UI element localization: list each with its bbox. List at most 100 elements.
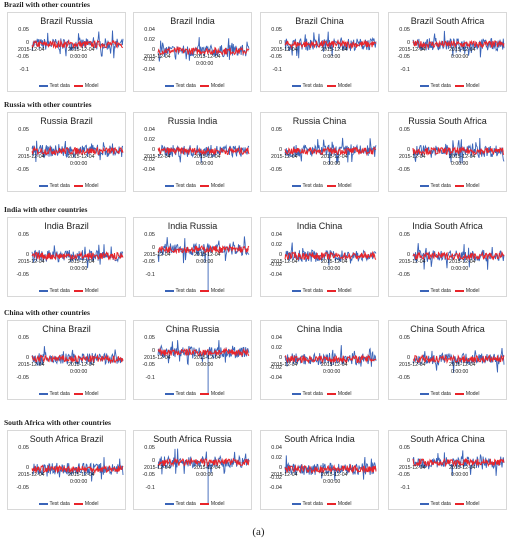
x-tick-label: 0:00:00 — [70, 54, 88, 61]
plot-area — [412, 450, 505, 476]
y-tick-label: 0.05 — [144, 232, 155, 238]
chart-panel: Russia South Africa 0.05 0 -0.05 2015-12-04 2… — [388, 112, 507, 192]
legend-label-test: Test data — [302, 183, 323, 189]
plot-area — [31, 140, 124, 163]
series-test-data — [284, 31, 377, 59]
plot-area — [31, 244, 124, 269]
series-test-data — [31, 30, 124, 59]
series-model — [412, 250, 505, 261]
y-tick-label: 0 — [406, 355, 410, 361]
x-tick-label: 0:00:00 — [70, 266, 88, 272]
chart-title: China South Africa — [410, 324, 485, 334]
x-tick-label: 2015-12-04 — [68, 472, 95, 478]
y-tick-label: -0.05 — [397, 53, 410, 60]
series-model — [157, 146, 250, 156]
legend-label-model: Model — [465, 391, 480, 397]
x-tick-label: 0:00:00 — [451, 161, 469, 167]
y-tick-label: -0.05 — [16, 375, 29, 381]
legend-swatch-model — [199, 392, 209, 395]
x-tick-label: 0:00:00 — [196, 362, 214, 369]
series-test-data — [412, 137, 505, 164]
legend-swatch-model — [73, 289, 83, 292]
legend: Test data Model — [134, 183, 251, 189]
series-model — [31, 39, 124, 50]
plot-area — [284, 455, 377, 481]
x-tick-label: 2015-12-04 — [271, 259, 298, 265]
legend-swatch-test — [291, 84, 301, 87]
y-tick-label: -0.05 — [16, 272, 29, 278]
series-model — [157, 244, 250, 255]
x-tick-label: 2015-12-04 — [449, 154, 476, 160]
chart-title: Russia Brazil — [40, 116, 93, 126]
chart-panel: South Africa Russia 0.05 0 -0.05 -0.1 2015-12… — [133, 430, 252, 510]
legend: Test data Model — [8, 183, 125, 189]
y-tick-label: 0.02 — [271, 242, 282, 248]
legend: Test data Model — [389, 288, 506, 294]
section-title: India with other countries — [4, 205, 88, 214]
legend-swatch-test — [291, 184, 301, 187]
chart-title: Russia India — [167, 116, 218, 126]
chart-panel: India South Africa 0.05 0 -0.05 2015-12-04 20… — [388, 217, 507, 297]
legend-swatch-model — [326, 84, 336, 87]
legend-label-test: Test data — [430, 183, 451, 189]
y-tick-label: -0.1 — [145, 485, 155, 491]
y-tick-label: -0.04 — [269, 485, 282, 491]
legend-swatch-test — [291, 392, 301, 395]
x-tick-label: 2015-12-04 — [18, 259, 45, 265]
chart-panel: Russia India 0.04 0.02 0 -0.02 -0.04 2015-12-0… — [133, 112, 252, 192]
chart-panel: China India 0.04 0.02 0 -0.02 -0.04 2015-12-04… — [260, 320, 379, 400]
plot-area — [284, 345, 377, 367]
legend: Test data Model — [261, 288, 378, 294]
x-tick-label: 0:00:00 — [70, 161, 88, 167]
y-tick-label: -0.04 — [269, 375, 282, 381]
plot-area — [157, 144, 250, 164]
legend-label-model: Model — [465, 183, 480, 189]
plot-area — [284, 242, 377, 266]
x-tick-label: 0:00:00 — [323, 161, 341, 167]
chart-panel: Brazil China 0.05 0 -0.05 -0.1 2015-12-04 2015… — [260, 12, 379, 92]
y-tick-label: 0 — [151, 47, 155, 53]
chart-title: Russia South Africa — [408, 116, 487, 126]
series-model — [284, 463, 377, 474]
x-tick-label: 2015-12-04 — [449, 465, 476, 472]
chart-panel: South Africa China 0.05 0 -0.05 -0.1 2015-12-… — [388, 430, 507, 510]
x-tick-label: 2015-12-04 — [18, 472, 45, 478]
x-tick-label: 2015-12-04 — [271, 362, 298, 368]
y-tick-label: 0.05 — [18, 232, 29, 238]
y-tick-label: 0.05 — [399, 335, 410, 341]
legend-label-model: Model — [465, 501, 480, 507]
legend-swatch-test — [164, 84, 174, 87]
legend-label-test: Test data — [175, 501, 196, 507]
legend-swatch-model — [454, 392, 464, 395]
legend-swatch-test — [419, 502, 429, 505]
x-tick-label: 2015-12-04 — [321, 362, 348, 368]
y-tick-label: 0 — [151, 348, 155, 355]
x-tick-label: 0:00:00 — [323, 54, 341, 61]
y-tick-label: 0.05 — [18, 27, 29, 33]
x-tick-label: 2015-12-04 — [68, 154, 95, 160]
y-tick-label: 0 — [278, 465, 282, 471]
y-tick-label: -0.05 — [16, 53, 29, 60]
legend-swatch-model — [454, 502, 464, 505]
legend-label-test: Test data — [175, 83, 196, 89]
series-model — [284, 250, 377, 261]
legend-label-model: Model — [337, 391, 352, 397]
legend-label-test: Test data — [49, 501, 70, 507]
y-tick-label: 0.05 — [18, 335, 29, 341]
chart-title: South Africa Brazil — [29, 434, 104, 444]
legend-label-model: Model — [210, 288, 225, 294]
series-test-data — [157, 340, 250, 393]
y-tick-label: 0.05 — [399, 127, 410, 133]
y-tick-label: -0.05 — [269, 53, 282, 60]
legend-swatch-test — [164, 392, 174, 395]
y-tick-label: 0.02 — [271, 345, 282, 351]
x-tick-label: 2015-12-04 — [321, 154, 348, 160]
y-tick-label: 0.04 — [271, 232, 282, 238]
y-tick-label: -0.05 — [397, 375, 410, 381]
x-tick-label: 2015-12-04 — [399, 259, 426, 265]
y-tick-label: -0.1 — [145, 375, 155, 381]
legend-label-test: Test data — [302, 391, 323, 397]
legend-swatch-model — [454, 84, 464, 87]
x-tick-label: 0:00:00 — [196, 472, 214, 479]
chart-panel: Russia Brazil 0.05 0 -0.05 2015-12-04 2015-12… — [7, 112, 126, 192]
